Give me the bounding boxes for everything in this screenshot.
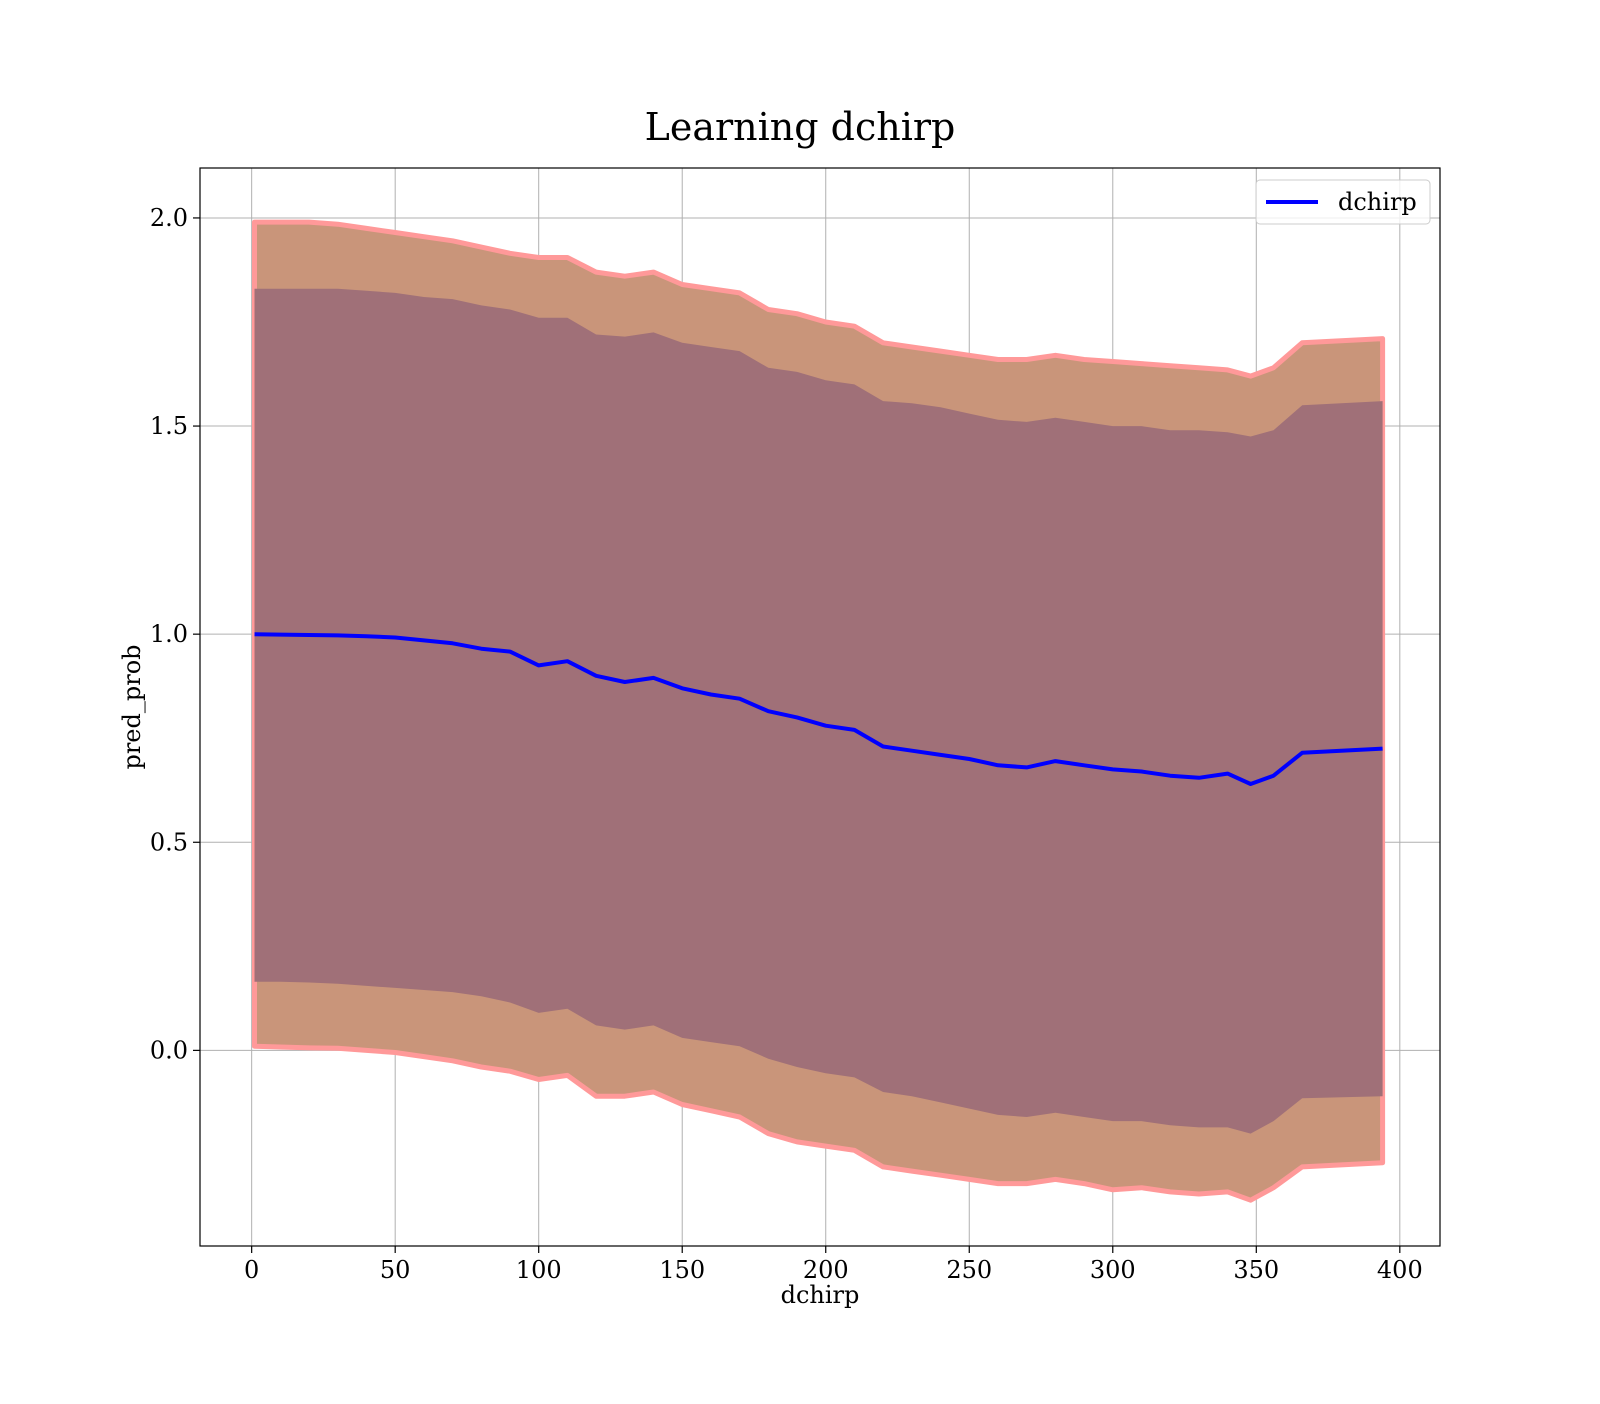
x-tick-label: 400 xyxy=(1377,1256,1423,1284)
x-axis-label: dchirp xyxy=(781,1281,860,1309)
axis-ticks: 0 50 100 150 200 250 300 350 400 0.0 0.5 1.0 1.5 2.0 xyxy=(150,204,1423,1284)
y-axis-label: pred_prob xyxy=(118,644,146,769)
y-tick-label: 0.5 xyxy=(150,828,188,856)
x-tick-label: 150 xyxy=(659,1256,705,1284)
x-tick-label: 50 xyxy=(380,1256,411,1284)
plot-frame xyxy=(199,167,1441,1247)
legend-box xyxy=(1255,179,1431,225)
y-tick-label: 2.0 xyxy=(150,204,188,232)
y-tick-label: 1.5 xyxy=(150,412,188,440)
y-tick-label: 1.0 xyxy=(150,620,188,648)
x-tick-label: 300 xyxy=(1090,1256,1136,1284)
x-tick-label: 350 xyxy=(1233,1256,1279,1284)
x-tick-label: 100 xyxy=(516,1256,562,1284)
chart-title: Learning dchirp xyxy=(645,105,956,149)
series-line-dchirp xyxy=(254,632,1383,786)
x-tick-label: 0 xyxy=(244,1256,259,1284)
legend-label-dchirp: dchirp xyxy=(1338,188,1417,216)
confidence-bands xyxy=(252,219,1386,1203)
inner-confidence-band xyxy=(254,288,1383,1134)
x-tick-label: 250 xyxy=(946,1256,992,1284)
series-lines xyxy=(254,632,1383,786)
legend: dchirp xyxy=(1255,179,1431,225)
x-tick-label: 200 xyxy=(803,1256,849,1284)
y-tick-label: 0.0 xyxy=(150,1036,188,1064)
